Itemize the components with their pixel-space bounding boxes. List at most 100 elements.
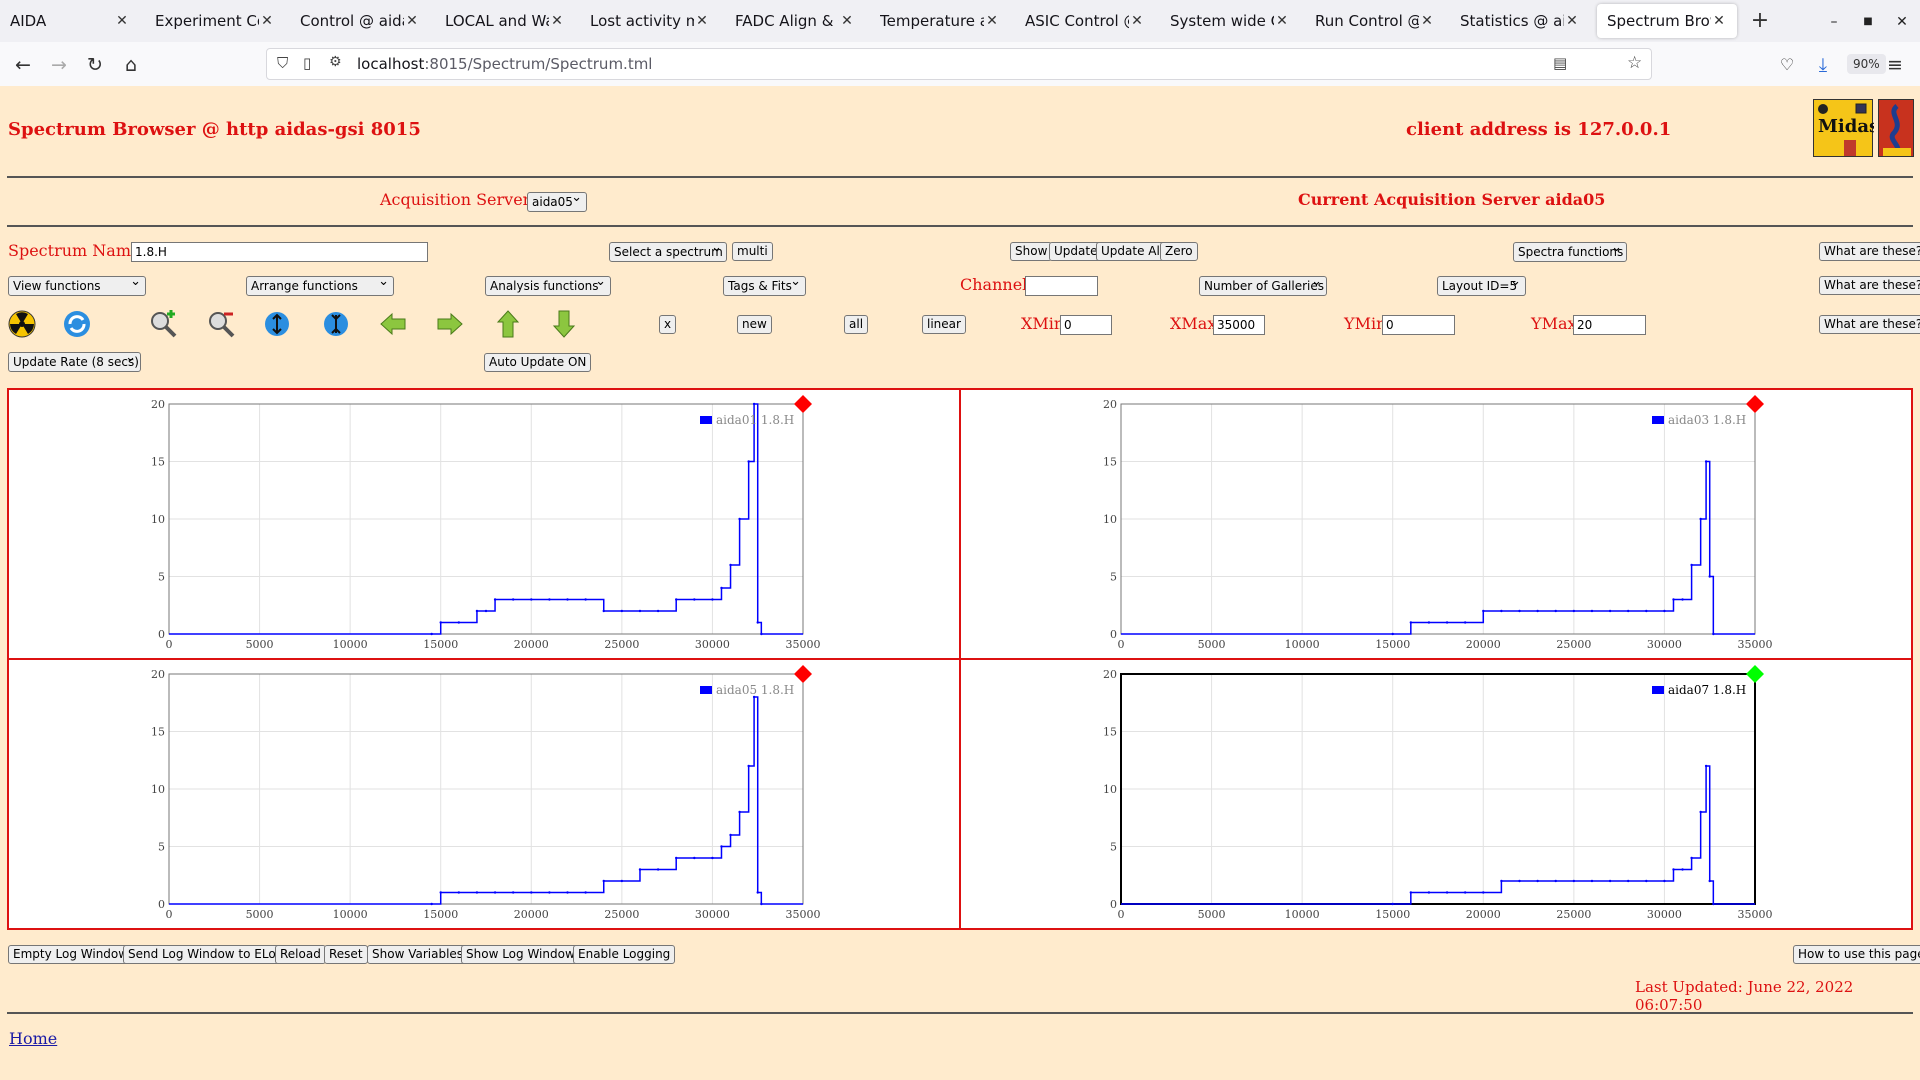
x-button[interactable]: x	[659, 315, 677, 334]
zoom-out-icon[interactable]	[206, 309, 236, 339]
reload-button[interactable]: Reload	[275, 945, 326, 964]
close-tab-icon[interactable]: ✕	[1131, 13, 1143, 29]
help-button[interactable]: What are these?	[1819, 242, 1920, 261]
ymin-input[interactable]: 0	[1382, 315, 1455, 335]
new-button[interactable]: new	[737, 315, 772, 334]
data-point	[1554, 609, 1557, 613]
show-variables-button[interactable]: Show Variables	[367, 945, 469, 964]
close-tab-icon[interactable]: ✕	[1276, 13, 1288, 29]
layout-dropdown[interactable]: Layout ID=5	[1437, 273, 1526, 296]
all-button[interactable]: all	[844, 315, 869, 334]
home-link[interactable]: Home	[9, 1029, 58, 1048]
arrange-functions-dropdown[interactable]: Arrange functions	[246, 273, 394, 296]
spectra-functions-dropdown[interactable]: Spectra functions	[1513, 239, 1627, 262]
permissions-icon[interactable]: ⚙	[329, 54, 342, 70]
new-tab-icon[interactable]: +	[1750, 8, 1770, 33]
browser-tab[interactable]: Statistics @ aida✕	[1450, 4, 1590, 38]
data-point	[1708, 575, 1711, 578]
browser-tab[interactable]: Lost activity mon✕	[580, 4, 720, 38]
close-tab-icon[interactable]: ✕	[696, 13, 708, 29]
menu-icon[interactable]: ≡	[1887, 54, 1903, 76]
ymax-input[interactable]: 20	[1573, 315, 1646, 335]
download-icon[interactable]: ⤓	[1818, 54, 1828, 76]
close-tab-icon[interactable]: ✕	[406, 13, 418, 29]
browser-tab[interactable]: ASIC Control @ a✕	[1015, 4, 1155, 38]
close-tab-icon[interactable]: ✕	[1421, 13, 1433, 29]
number-of-galleries-dropdown[interactable]: Number of Galleries	[1199, 273, 1327, 296]
update-all-button[interactable]: Update All	[1096, 242, 1169, 261]
close-tab-icon[interactable]: ✕	[1713, 13, 1725, 29]
how-to-use-button[interactable]: How to use this page	[1793, 945, 1920, 964]
browser-tab-active[interactable]: Spectrum Brows✕	[1597, 4, 1737, 38]
spectrum-chart[interactable]: 0 5000 10000 15000 20000 25000 30000 35000 0 5 10 1…	[7, 388, 961, 660]
close-tab-icon[interactable]: ✕	[116, 13, 128, 29]
select-spectrum-dropdown[interactable]: Select a spectrum	[609, 239, 727, 262]
update-button[interactable]: Update	[1049, 242, 1103, 261]
arrow-left-icon[interactable]	[378, 309, 408, 339]
refresh-icon[interactable]	[62, 309, 92, 339]
shrink-vertical-icon[interactable]	[321, 309, 351, 339]
data-point	[1482, 891, 1485, 894]
x-tick-label: 0	[1118, 638, 1125, 651]
show-button[interactable]: Show	[1010, 242, 1053, 261]
xmax-input[interactable]: 35000	[1213, 315, 1265, 335]
xmin-input[interactable]: 0	[1060, 315, 1112, 335]
browser-tab[interactable]: Control @ aidas-✕	[290, 4, 430, 38]
browser-tab[interactable]: Run Control @ ai✕	[1305, 4, 1445, 38]
help-button[interactable]: What are these?	[1819, 276, 1920, 295]
reader-view-icon[interactable]: ▤	[1553, 54, 1568, 72]
close-tab-icon[interactable]: ✕	[1566, 13, 1578, 29]
spectrum-chart[interactable]: 0 5000 10000 15000 20000 25000 30000 35000 0 5 10 1…	[959, 388, 1913, 660]
acquisition-server-select[interactable]: aida05	[527, 189, 587, 212]
zoom-in-icon[interactable]	[148, 309, 178, 339]
browser-tab[interactable]: FADC Align & Co✕	[725, 4, 865, 38]
update-rate-dropdown[interactable]: Update Rate (8 secs)	[8, 349, 141, 372]
home-icon[interactable]: ⌂	[124, 54, 138, 76]
show-log-button[interactable]: Show Log Window	[461, 945, 580, 964]
browser-tab[interactable]: Experiment Cont✕	[145, 4, 285, 38]
url-text: localhost:8015/Spectrum/Spectrum.tml	[357, 55, 652, 73]
auto-update-button[interactable]: Auto Update ON	[484, 353, 592, 372]
zero-button[interactable]: Zero	[1160, 242, 1198, 261]
analysis-functions-dropdown[interactable]: Analysis functions	[485, 273, 611, 296]
enable-logging-button[interactable]: Enable Logging	[573, 945, 676, 964]
arrow-up-icon[interactable]	[493, 309, 523, 339]
tab-bar: AIDA✕ Experiment Cont✕ Control @ aidas-✕…	[0, 0, 1920, 42]
view-functions-dropdown[interactable]: View functions	[8, 273, 146, 296]
spectrum-chart[interactable]: 0 5000 10000 15000 20000 25000 30000 35000 0 5 10 1…	[959, 658, 1913, 930]
multi-button[interactable]: multi	[732, 242, 773, 261]
send-log-button[interactable]: Send Log Window to ELog	[123, 945, 289, 964]
maximize-icon[interactable]: ■	[1863, 16, 1873, 27]
back-icon[interactable]: ←	[15, 54, 31, 76]
help-button[interactable]: What are these?	[1819, 315, 1920, 334]
data-point	[530, 598, 533, 601]
address-bar[interactable]: ⛉ ▯ ⚙ localhost:8015/Spectrum/Spectrum.t…	[266, 48, 1886, 80]
expand-vertical-icon[interactable]	[262, 309, 292, 339]
close-tab-icon[interactable]: ✕	[986, 13, 998, 29]
pocket-icon[interactable]: ♡	[1779, 55, 1795, 74]
zoom-level[interactable]: 90%	[1847, 54, 1886, 74]
browser-tab[interactable]: LOCAL and Wave✕	[435, 4, 575, 38]
browser-tab[interactable]: AIDA ✕	[0, 4, 140, 38]
close-tab-icon[interactable]: ✕	[551, 13, 563, 29]
reload-icon[interactable]: ↻	[87, 54, 103, 76]
tags-fits-dropdown[interactable]: Tags & Fits	[723, 273, 806, 296]
spectrum-name-input[interactable]: 1.8.H	[131, 242, 428, 262]
close-window-icon[interactable]: ✕	[1896, 14, 1908, 30]
spectrum-chart[interactable]: 0 5000 10000 15000 20000 25000 30000 35000 0 5 10 1…	[7, 658, 961, 930]
reset-button[interactable]: Reset	[324, 945, 368, 964]
channel-input[interactable]	[1025, 276, 1098, 296]
shield-icon[interactable]: ⛉	[277, 54, 289, 72]
arrow-down-icon[interactable]	[549, 309, 579, 339]
bookmark-star-icon[interactable]: ☆	[1627, 53, 1643, 73]
browser-tab[interactable]: System wide Che✕	[1160, 4, 1300, 38]
minimize-icon[interactable]: –	[1830, 14, 1838, 30]
close-tab-icon[interactable]: ✕	[261, 13, 273, 29]
radiation-icon[interactable]	[7, 309, 37, 339]
linear-button[interactable]: linear	[922, 315, 966, 334]
empty-log-button[interactable]: Empty Log Window	[8, 945, 134, 964]
browser-tab[interactable]: Temperature and✕	[870, 4, 1010, 38]
arrow-right-icon[interactable]	[435, 309, 465, 339]
forward-icon[interactable]: →	[51, 54, 67, 76]
close-tab-icon[interactable]: ✕	[841, 13, 853, 29]
